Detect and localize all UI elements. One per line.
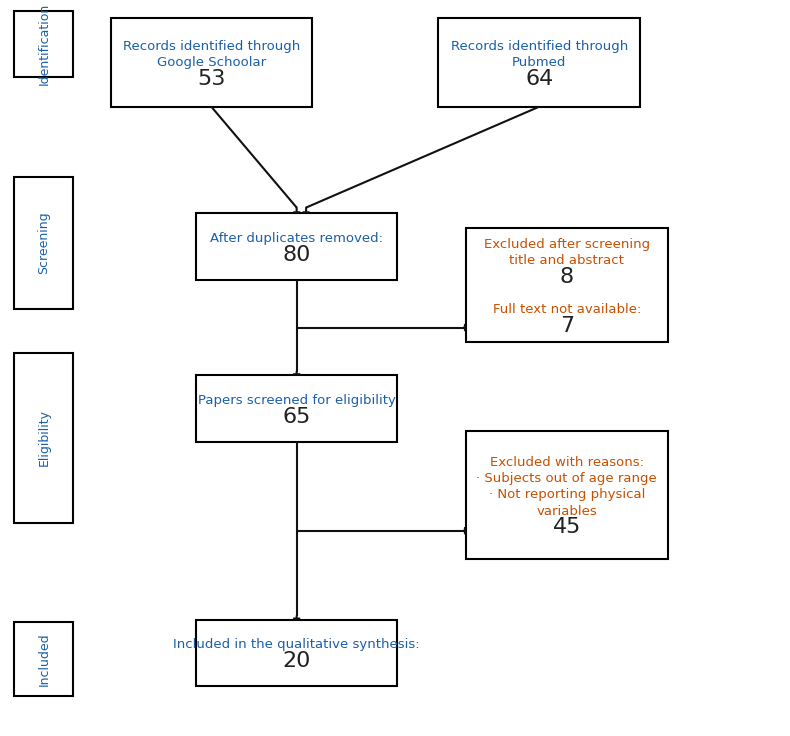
Text: Included in the qualitative synthesis:: Included in the qualitative synthesis: xyxy=(173,638,420,651)
Text: Excluded after screening: Excluded after screening xyxy=(483,238,650,251)
Text: 8: 8 xyxy=(560,267,574,287)
Text: Records identified through: Records identified through xyxy=(122,40,300,53)
Text: Records identified through: Records identified through xyxy=(450,40,628,53)
Bar xyxy=(14,177,73,309)
Text: variables: variables xyxy=(536,505,597,517)
Text: Pubmed: Pubmed xyxy=(512,56,566,69)
Text: 7: 7 xyxy=(560,316,574,336)
Text: Google Schoolar: Google Schoolar xyxy=(156,56,266,69)
Bar xyxy=(438,18,640,107)
Text: 20: 20 xyxy=(283,651,310,671)
Text: After duplicates removed:: After duplicates removed: xyxy=(210,232,383,245)
Bar xyxy=(14,11,73,77)
Text: Screening: Screening xyxy=(37,211,51,275)
Bar xyxy=(466,431,668,559)
Bar xyxy=(196,213,397,280)
Bar xyxy=(111,18,312,107)
Text: title and abstract: title and abstract xyxy=(510,255,624,267)
Bar xyxy=(196,375,397,442)
Bar xyxy=(14,622,73,696)
Text: Included: Included xyxy=(37,632,51,685)
Bar xyxy=(14,353,73,523)
Text: Papers screened for eligibility: Papers screened for eligibility xyxy=(198,394,396,407)
Text: Full text not available:: Full text not available: xyxy=(493,303,641,316)
Text: · Not reporting physical: · Not reporting physical xyxy=(489,489,645,501)
Text: Eligibility: Eligibility xyxy=(37,409,51,467)
Text: 65: 65 xyxy=(283,406,310,427)
Bar xyxy=(466,228,668,342)
Text: 45: 45 xyxy=(553,517,581,537)
Text: 53: 53 xyxy=(198,68,225,89)
Text: Excluded with reasons:: Excluded with reasons: xyxy=(490,456,644,469)
Text: 80: 80 xyxy=(283,244,310,265)
Text: · Subjects out of age range: · Subjects out of age range xyxy=(476,473,657,485)
Bar xyxy=(196,620,397,686)
Text: Identification: Identification xyxy=(37,3,51,85)
Text: 64: 64 xyxy=(525,68,553,89)
